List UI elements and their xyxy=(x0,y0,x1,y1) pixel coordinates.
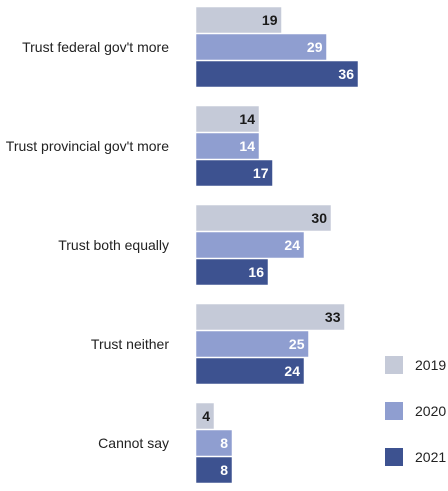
bar-2021-trust-both-equally xyxy=(195,258,269,286)
bar-2020-trust-provincial-gov-t-more xyxy=(195,132,260,160)
category-label-trust-federal-gov-t-more: Trust federal gov't more xyxy=(22,39,169,55)
value-label-2020-trust-federal-gov-t-more: 29 xyxy=(307,39,323,55)
value-label-2021-cannot-say: 8 xyxy=(220,462,228,478)
bar-2020-trust-both-equally xyxy=(195,231,305,259)
bar-2021-trust-federal-gov-t-more xyxy=(195,60,359,88)
legend-swatch-2020 xyxy=(385,402,403,420)
value-label-2020-trust-both-equally: 24 xyxy=(284,237,300,253)
category-label-trust-neither: Trust neither xyxy=(91,336,169,352)
bar-2019-trust-federal-gov-t-more xyxy=(195,6,282,34)
bar-2019-trust-provincial-gov-t-more xyxy=(195,105,260,133)
value-label-2019-trust-neither: 33 xyxy=(325,309,341,325)
bar-2019-trust-neither xyxy=(195,303,345,331)
legend-swatch-2019 xyxy=(385,356,403,374)
value-label-2019-trust-federal-gov-t-more: 19 xyxy=(262,12,278,28)
value-label-2020-trust-provincial-gov-t-more: 14 xyxy=(239,138,255,154)
legend-label-2020: 2020 xyxy=(415,403,446,419)
value-label-2019-cannot-say: 4 xyxy=(202,408,210,424)
legend-label-2021: 2021 xyxy=(415,449,446,465)
bar-2020-cannot-say xyxy=(195,429,233,457)
value-label-2019-trust-provincial-gov-t-more: 14 xyxy=(239,111,255,127)
bar-2019-trust-both-equally xyxy=(195,204,332,232)
value-label-2021-trust-provincial-gov-t-more: 17 xyxy=(253,165,269,181)
bar-2020-trust-neither xyxy=(195,330,309,358)
value-label-2020-cannot-say: 8 xyxy=(220,435,228,451)
value-label-2021-trust-federal-gov-t-more: 36 xyxy=(338,66,354,82)
legend-swatch-2021 xyxy=(385,448,403,466)
bar-2020-trust-federal-gov-t-more xyxy=(195,33,327,61)
category-label-trust-provincial-gov-t-more: Trust provincial gov't more xyxy=(6,138,169,154)
legend-label-2019: 2019 xyxy=(415,357,446,373)
bar-2021-cannot-say xyxy=(195,456,233,484)
value-label-2021-trust-both-equally: 16 xyxy=(248,264,264,280)
value-label-2021-trust-neither: 24 xyxy=(284,363,300,379)
value-label-2019-trust-both-equally: 30 xyxy=(311,210,327,226)
bar-2021-trust-neither xyxy=(195,357,305,385)
value-label-2020-trust-neither: 25 xyxy=(289,336,305,352)
bar-2019-cannot-say xyxy=(195,402,215,430)
category-label-trust-both-equally: Trust both equally xyxy=(58,237,169,253)
category-label-cannot-say: Cannot say xyxy=(98,435,169,451)
bar-2021-trust-provincial-gov-t-more xyxy=(195,159,273,187)
